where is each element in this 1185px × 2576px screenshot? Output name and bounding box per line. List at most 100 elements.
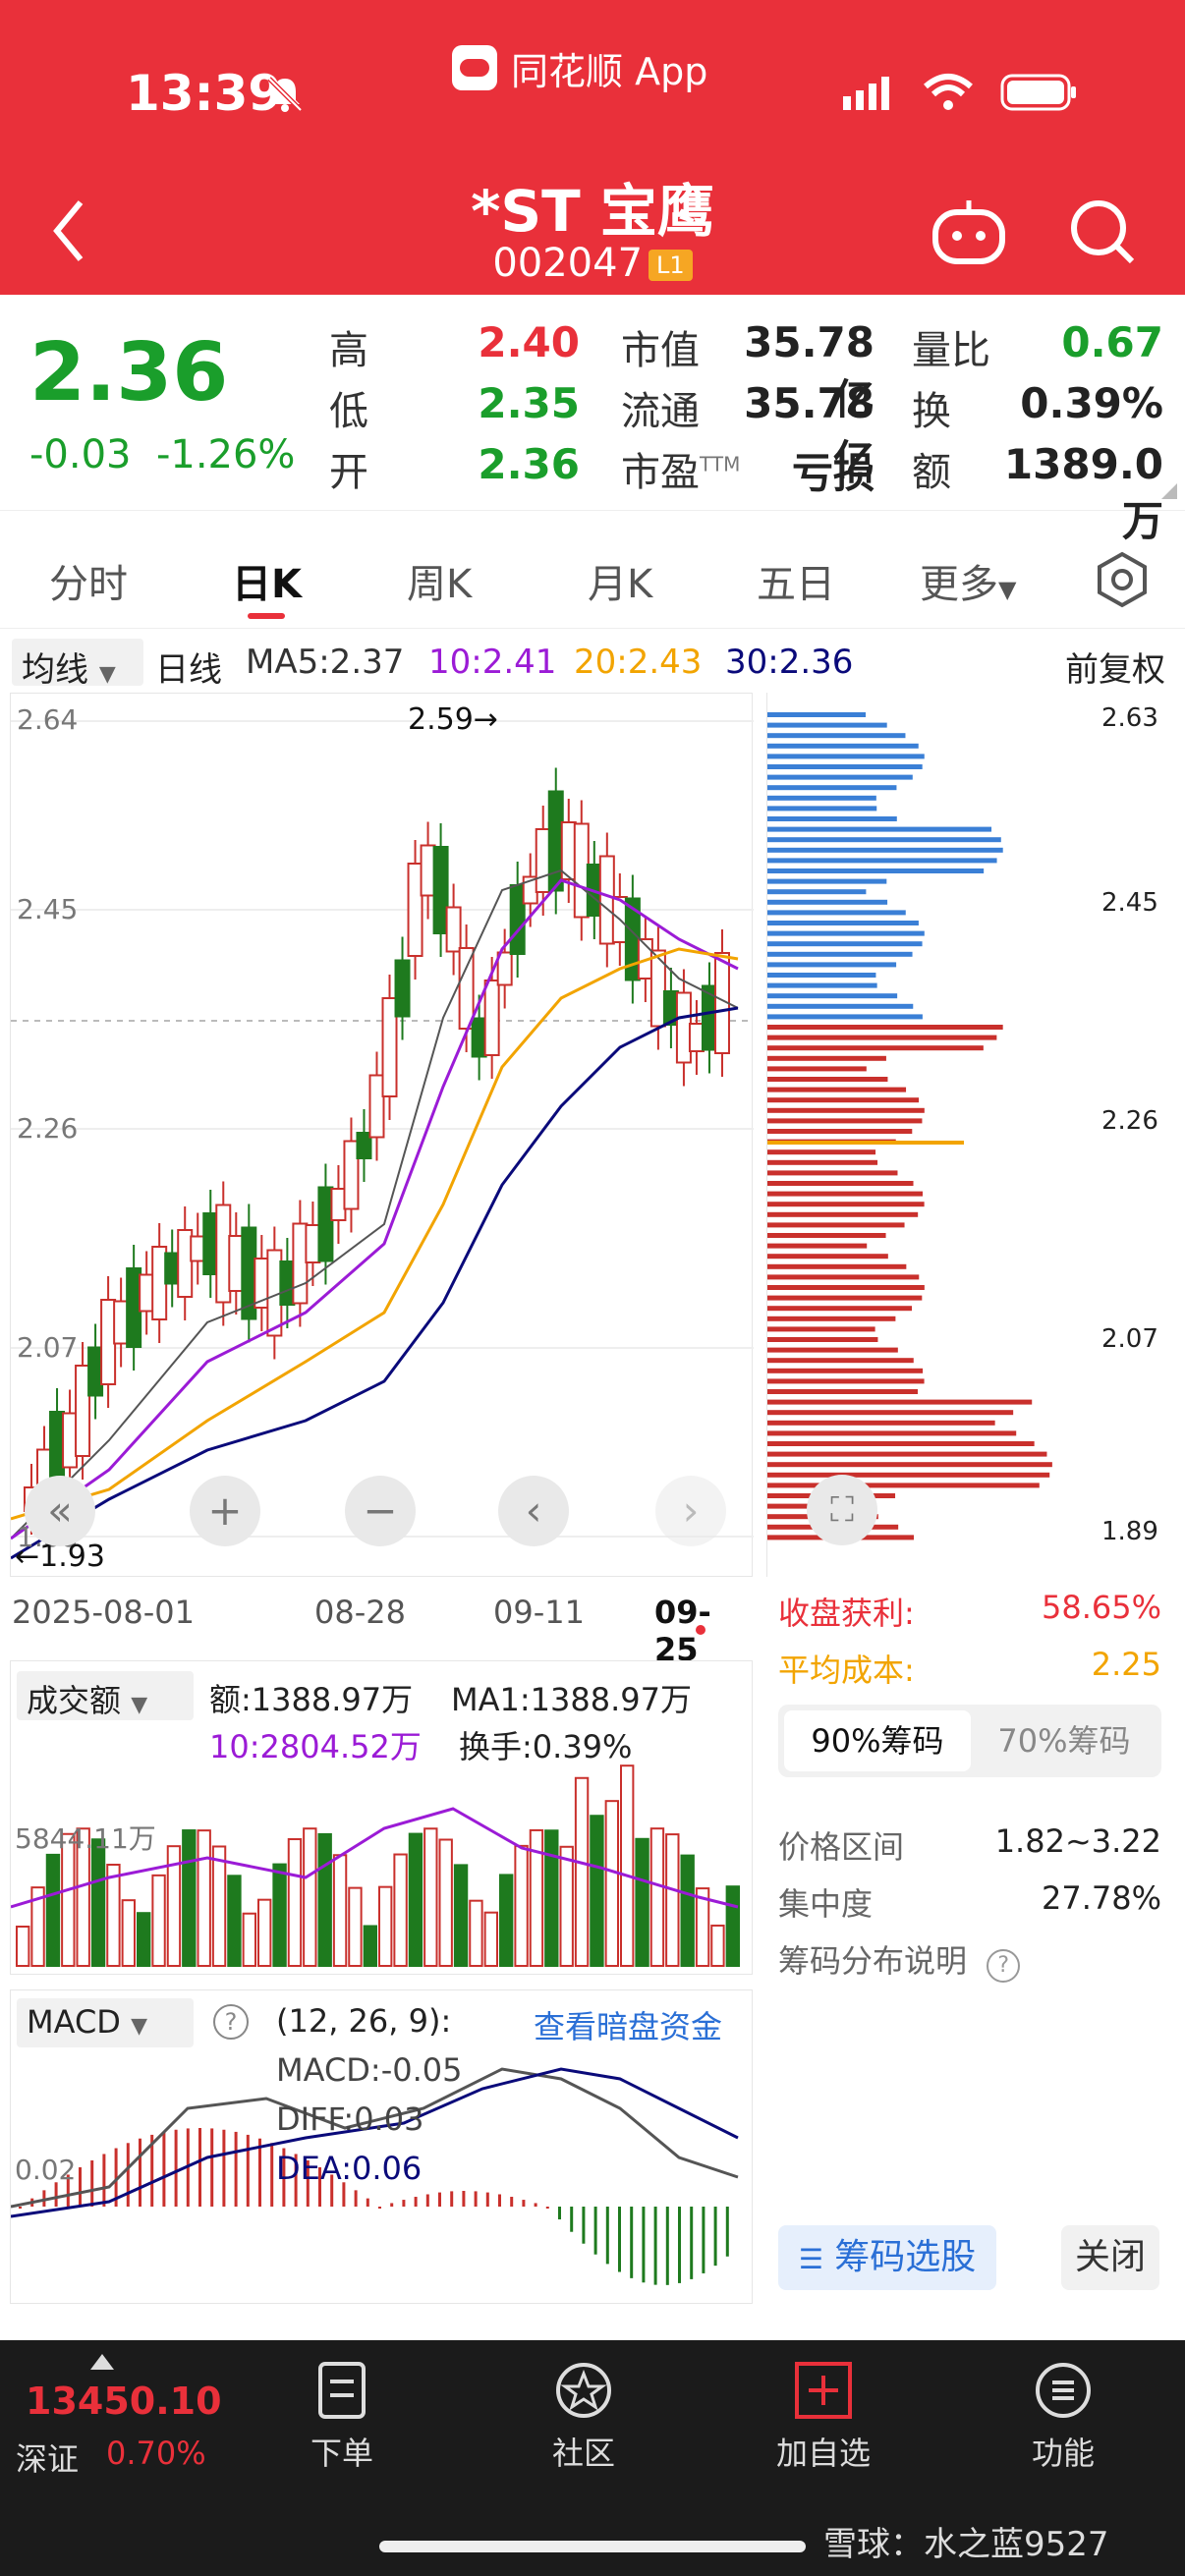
macd-histogram-bar xyxy=(42,2190,46,2207)
volume-bar xyxy=(30,1886,45,1967)
scroll-left-fast-button[interactable]: « xyxy=(25,1476,95,1546)
quote-panel: 2.36 -0.03 -1.26% 高 低 开 2.40 2.35 2.36 市… xyxy=(0,295,1185,545)
candle xyxy=(688,1023,705,1052)
chip-bar xyxy=(767,1170,898,1176)
chip-bar xyxy=(767,1191,924,1197)
ttm-tag: TTM xyxy=(700,452,741,476)
quote-label-open: 开 xyxy=(329,450,368,495)
chip-bar xyxy=(767,1274,920,1280)
nav-add-watchlist[interactable]: 加自选 xyxy=(745,2360,902,2474)
battery-icon xyxy=(1000,74,1076,111)
tab-intraday[interactable]: 分时 xyxy=(49,562,128,607)
candle xyxy=(100,1299,117,1385)
volume-bar xyxy=(332,1854,348,1968)
scroll-left-button[interactable]: ‹ xyxy=(498,1476,569,1546)
volume-y-label: 5844.11万 xyxy=(15,1822,156,1855)
macd-chart[interactable]: 0.02 MACD ▼ ? (12, 26, 9): 查看暗盘资金 MACD:-… xyxy=(10,1989,753,2304)
macd-histogram-bar xyxy=(485,2192,489,2207)
last-price: 2.36 xyxy=(29,326,229,420)
nav-functions[interactable]: 功能 xyxy=(985,2360,1142,2474)
kline-y-label: 2.64 xyxy=(17,703,78,736)
search-icon[interactable] xyxy=(1067,196,1136,265)
chip-bar xyxy=(767,743,919,749)
tab-five-day[interactable]: 五日 xyxy=(757,562,835,607)
chip-close-button[interactable]: 关闭 xyxy=(1061,2225,1159,2290)
tab-daily-k[interactable]: 日K xyxy=(232,562,302,607)
chip-bar xyxy=(767,951,913,957)
chip-y-label: 2.45 xyxy=(1101,888,1158,918)
volume-bar xyxy=(242,1912,256,1967)
robot-icon[interactable] xyxy=(931,196,1006,267)
chip-bar xyxy=(767,930,925,936)
volume-ma10: 10:2804.52万 xyxy=(209,1728,422,1765)
help-icon[interactable]: ? xyxy=(987,1949,1021,1983)
change-value: -0.03 xyxy=(29,432,132,477)
nav-order[interactable]: 下单 xyxy=(263,2360,421,2474)
chip-bar xyxy=(767,1420,995,1426)
range-value: 1.82~3.22 xyxy=(994,1822,1161,1860)
settings-hexagon-icon[interactable] xyxy=(1093,550,1152,609)
macd-y-label: 0.02 xyxy=(15,2154,76,2186)
macd-histogram-bar xyxy=(438,2192,441,2207)
zoom-in-button[interactable]: + xyxy=(190,1476,260,1546)
candle xyxy=(190,1235,206,1262)
volume-ma10-line xyxy=(10,1807,739,1909)
kline-chart[interactable]: 2.64 2.45 2.26 2.07 1.88 2.59→ ←1.93 « +… xyxy=(10,693,754,1577)
tab-monthly-k[interactable]: 月K xyxy=(588,562,653,607)
avg-cost-label: 平均成本: xyxy=(778,1652,915,1689)
caret-down-icon: ▼ xyxy=(998,576,1017,603)
chip-select-button[interactable]: ☰ 筹码选股 xyxy=(778,2225,996,2290)
candle xyxy=(62,1412,79,1469)
chip-90-tab[interactable]: 90%筹码 xyxy=(784,1710,971,1771)
candle xyxy=(535,828,551,893)
candle xyxy=(368,1074,385,1139)
chip-bar xyxy=(767,785,897,791)
zoom-out-button[interactable]: − xyxy=(345,1476,416,1546)
fullscreen-button[interactable]: ⛶ xyxy=(807,1475,877,1545)
volume-svg: 5844.11万 xyxy=(10,1764,740,1968)
ma-selector[interactable]: 均线 ▼ xyxy=(12,639,143,690)
help-icon[interactable]: ? xyxy=(213,2004,249,2040)
volume-selector[interactable]: 成交额 ▼ xyxy=(17,1671,194,1720)
chip-bar xyxy=(767,837,1001,843)
macd-histogram-bar xyxy=(510,2197,514,2207)
nav-community[interactable]: 社区 xyxy=(505,2360,662,2474)
chip-bar xyxy=(767,774,913,780)
macd-selector[interactable]: MACD ▼ xyxy=(17,1998,194,2047)
chip-bar xyxy=(767,1097,920,1103)
home-indicator[interactable] xyxy=(379,2541,806,2552)
kline-date-axis: 2025-08-01 08-28 09-11 09-25 xyxy=(10,1592,753,1668)
expand-corner-icon[interactable] xyxy=(1159,481,1179,501)
candle xyxy=(202,1212,219,1275)
candle xyxy=(675,991,692,1064)
volume-chart[interactable]: 5844.11万 成交额 ▼ 额:1388.97万 MA1:1388.97万 1… xyxy=(10,1660,753,1975)
scroll-right-button[interactable]: › xyxy=(655,1476,726,1546)
candle xyxy=(483,980,500,1056)
candle xyxy=(471,1017,487,1058)
macd-histogram-bar xyxy=(102,2154,106,2207)
chip-bar xyxy=(767,847,1003,853)
macd-histogram-bar xyxy=(114,2148,118,2207)
chip-bar xyxy=(767,1014,923,1020)
chip-bar xyxy=(767,1087,907,1092)
tab-weekly-k[interactable]: 周K xyxy=(407,562,473,607)
volume-bar xyxy=(469,1899,483,1967)
chip-bar xyxy=(767,1399,1033,1405)
tab-more[interactable]: 更多▼ xyxy=(920,562,1017,607)
macd-histogram-bar xyxy=(342,2182,346,2207)
index-value[interactable]: 13450.10 xyxy=(26,2380,222,2423)
chip-70-tab[interactable]: 70%筹码 xyxy=(997,1722,1131,1760)
macd-histogram-bar xyxy=(630,2207,634,2278)
app-chip[interactable]: 同花顺 App xyxy=(452,43,707,93)
macd-histogram-bar xyxy=(79,2167,82,2207)
chip-distribution-chart[interactable]: 2.63 2.45 2.26 2.07 1.89 ⛶ xyxy=(766,693,1171,1577)
chip-y-label: 2.26 xyxy=(1101,1106,1158,1136)
dark-pool-link[interactable]: 查看暗盘资金 xyxy=(534,2008,723,2045)
macd-histogram-bar xyxy=(198,2128,201,2207)
diff-line xyxy=(10,2067,739,2209)
adjust-mode[interactable]: 前复权 xyxy=(1065,650,1165,690)
quote-label-mktcap: 市值 xyxy=(621,328,700,373)
explain-row[interactable]: 筹码分布说明 ? xyxy=(778,1936,1161,1983)
back-icon[interactable] xyxy=(49,196,88,265)
quote-value-mktcap: 35.78亿 xyxy=(744,318,875,423)
